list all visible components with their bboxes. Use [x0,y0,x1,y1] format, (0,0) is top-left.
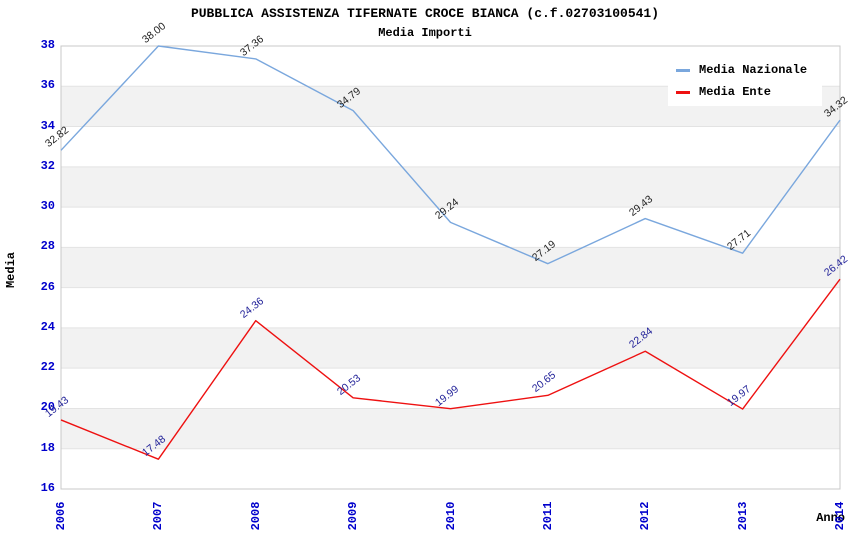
x-tick-label: 2014 [833,501,847,531]
plot-band [61,327,840,369]
legend-label: Media Nazionale [699,63,808,77]
y-tick-label: 36 [40,78,55,93]
x-tick-label: 2006 [54,501,68,531]
plot-border [60,45,841,490]
legend-label: Media Ente [699,85,772,99]
y-tick-label: 32 [40,158,55,173]
series-line-media-nazionale [60,45,841,265]
series-line-media-ente [60,278,841,460]
legend-item-media-ente: Media Ente [676,85,822,99]
y-tick-label: 20 [40,400,55,415]
y-tick-label: 18 [40,440,55,455]
media-ente-swatch-icon [676,90,690,94]
plot-band [61,247,840,288]
x-tick-label: 2013 [735,501,750,531]
x-tick-label: 2008 [248,501,263,531]
plot-band [61,408,840,449]
chart-title: PUBBLICA ASSISTENZA TIFERNATE CROCE BIAN… [190,6,660,21]
y-tick-label: 16 [40,481,55,495]
x-tick-label: 2011 [540,501,555,531]
plot-band [61,166,840,208]
x-axis-title: Anno [816,511,845,525]
media-nazionale-swatch-icon [676,68,690,72]
chart-subtitle: Media Importi [378,26,472,40]
y-tick-label: 28 [40,239,55,254]
y-tick-label: 22 [40,360,55,375]
x-tick-label: 2009 [346,501,361,531]
x-tick-label: 2007 [151,501,166,531]
y-tick-label: 30 [40,199,55,214]
legend-item-media-nazionale: Media Nazionale [676,63,822,77]
x-tick-label: 2012 [638,501,653,531]
legend: Media Nazionale Media Ente [668,56,822,106]
y-tick-label: 26 [40,279,55,294]
y-tick-label: 34 [40,118,55,133]
y-tick-label: 24 [40,319,55,334]
y-tick-label: 38 [40,38,55,52]
x-tick-label: 2010 [443,501,458,531]
